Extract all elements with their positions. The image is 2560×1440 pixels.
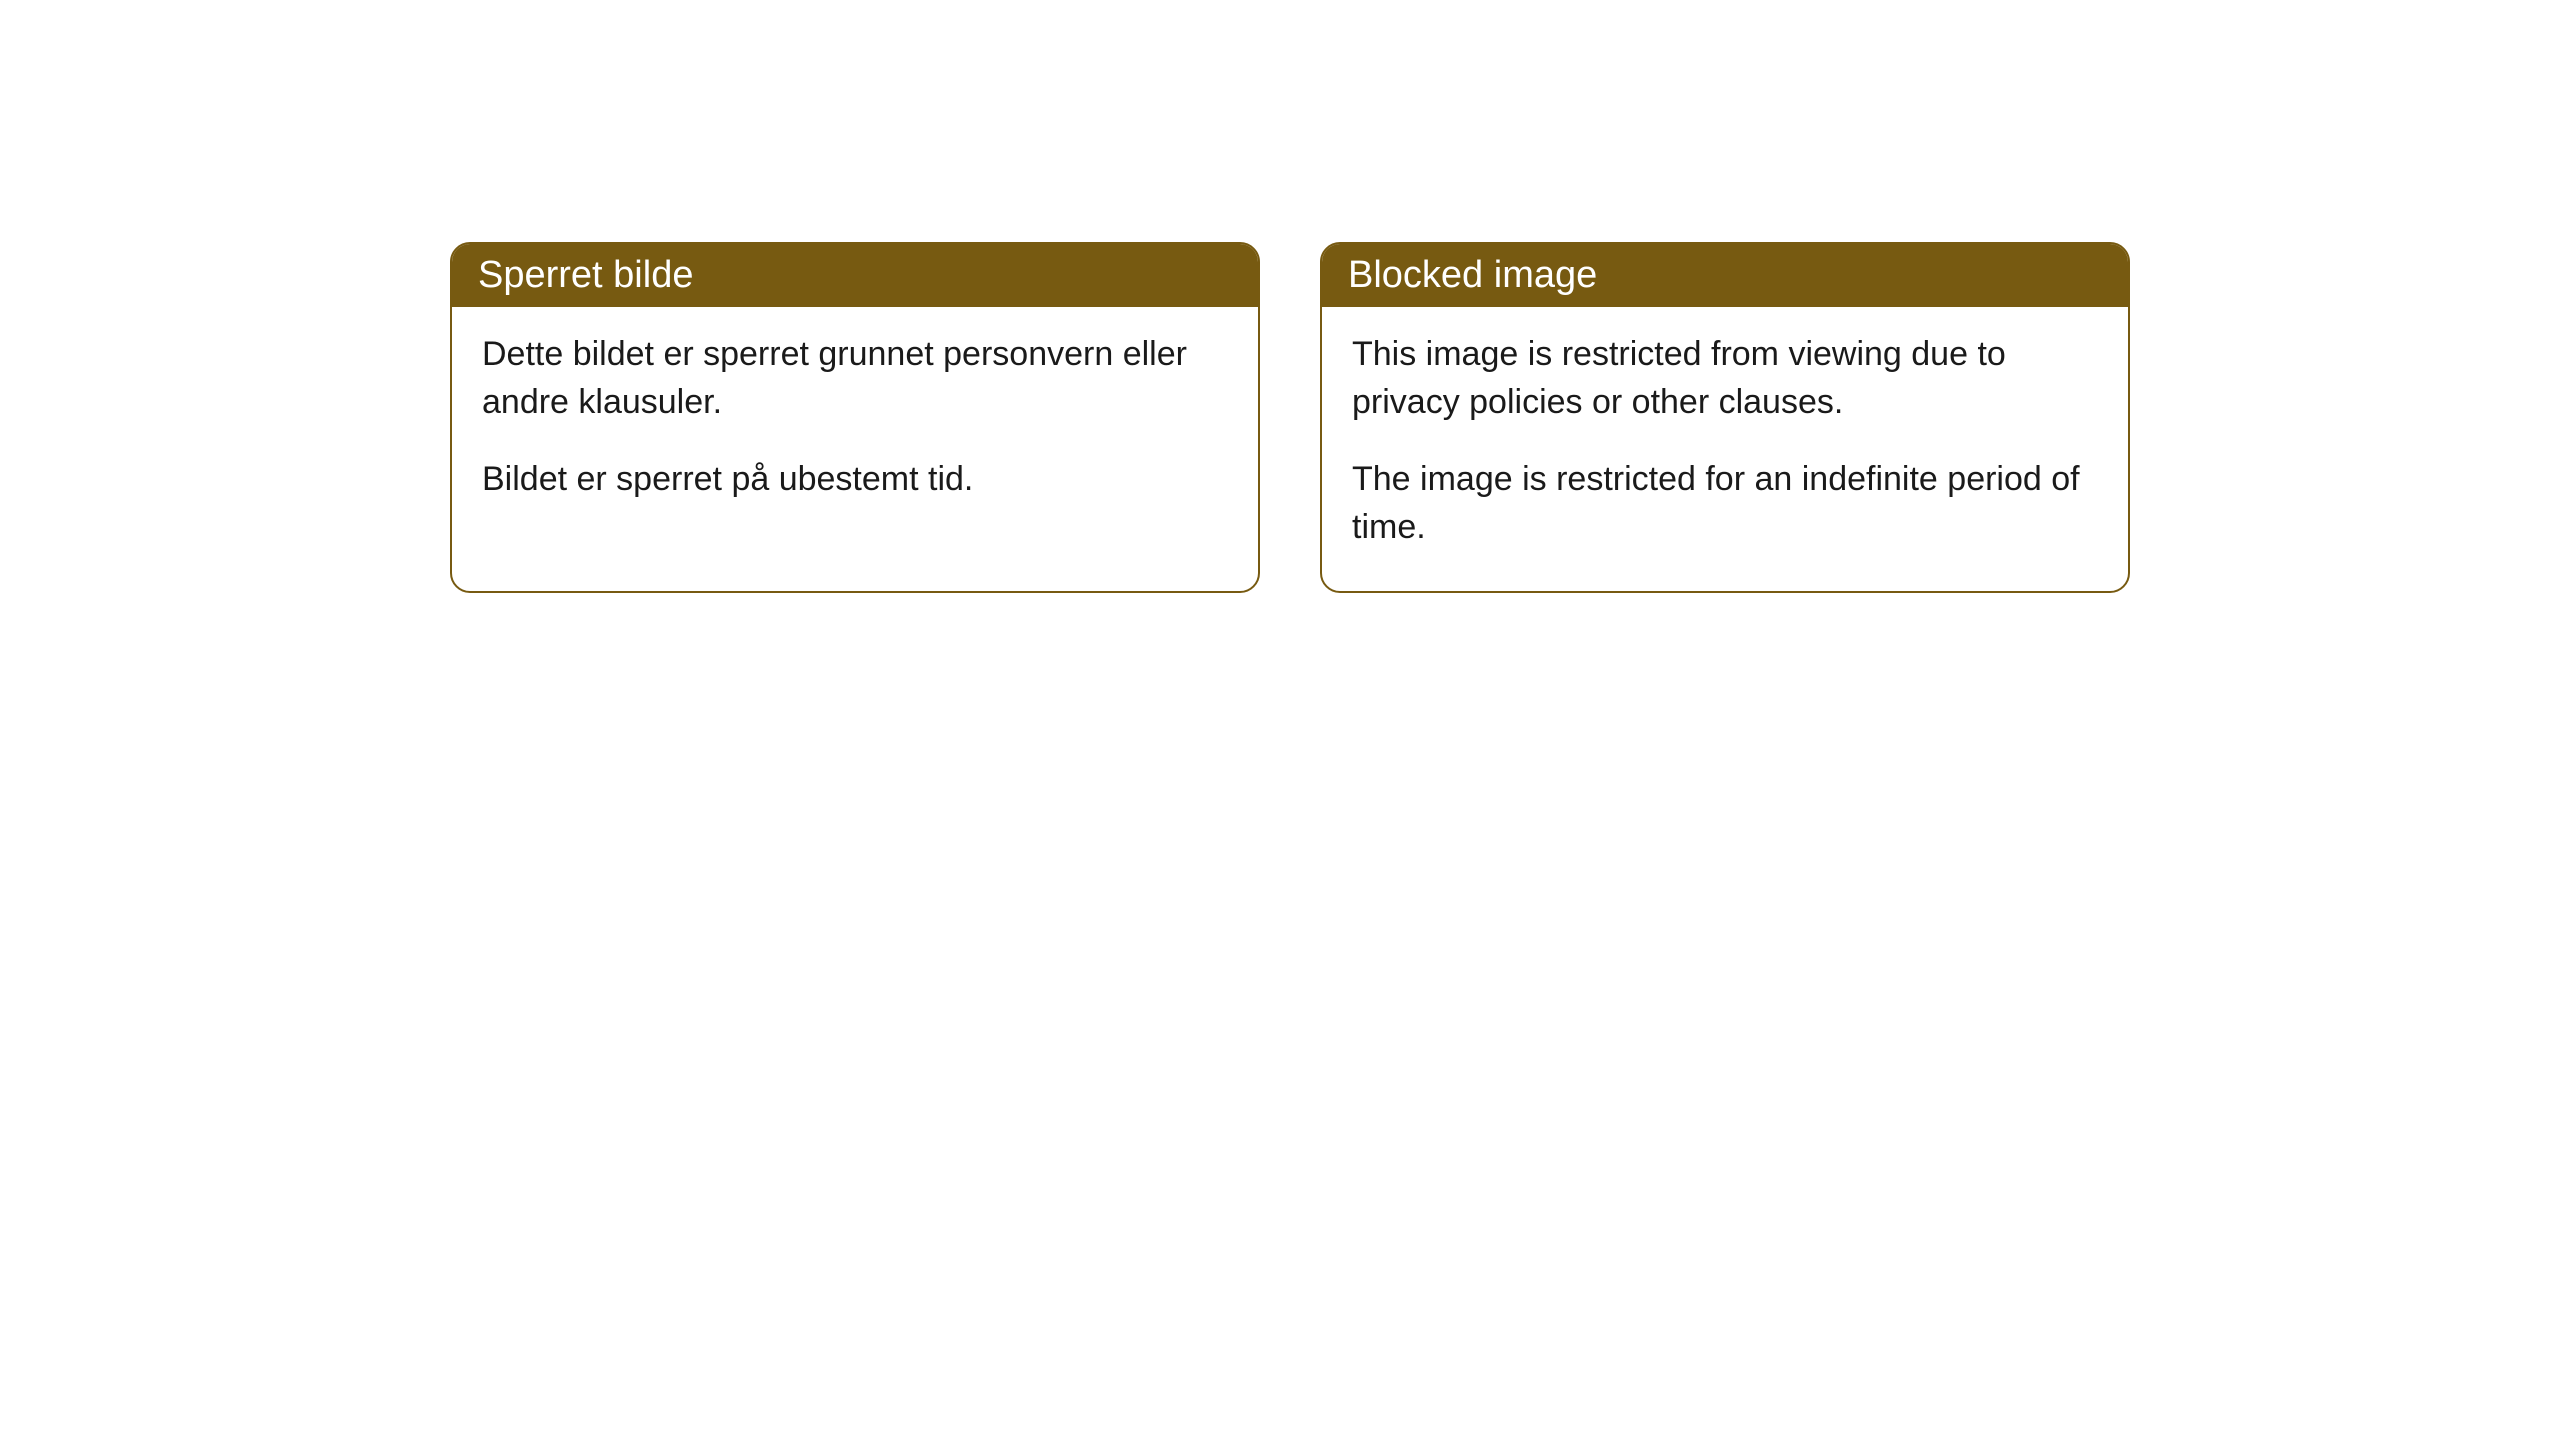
card-header-english: Blocked image — [1322, 244, 2128, 307]
card-paragraph-1: This image is restricted from viewing du… — [1352, 331, 2098, 426]
card-paragraph-2: The image is restricted for an indefinit… — [1352, 456, 2098, 551]
card-header-norwegian: Sperret bilde — [452, 244, 1258, 307]
notice-cards-container: Sperret bilde Dette bildet er sperret gr… — [450, 242, 2130, 593]
card-body-english: This image is restricted from viewing du… — [1322, 307, 2128, 591]
notice-card-norwegian: Sperret bilde Dette bildet er sperret gr… — [450, 242, 1260, 593]
card-body-norwegian: Dette bildet er sperret grunnet personve… — [452, 307, 1258, 544]
card-title: Sperret bilde — [478, 254, 693, 296]
notice-card-english: Blocked image This image is restricted f… — [1320, 242, 2130, 593]
card-title: Blocked image — [1348, 254, 1597, 296]
card-paragraph-1: Dette bildet er sperret grunnet personve… — [482, 331, 1228, 426]
card-paragraph-2: Bildet er sperret på ubestemt tid. — [482, 456, 1228, 504]
